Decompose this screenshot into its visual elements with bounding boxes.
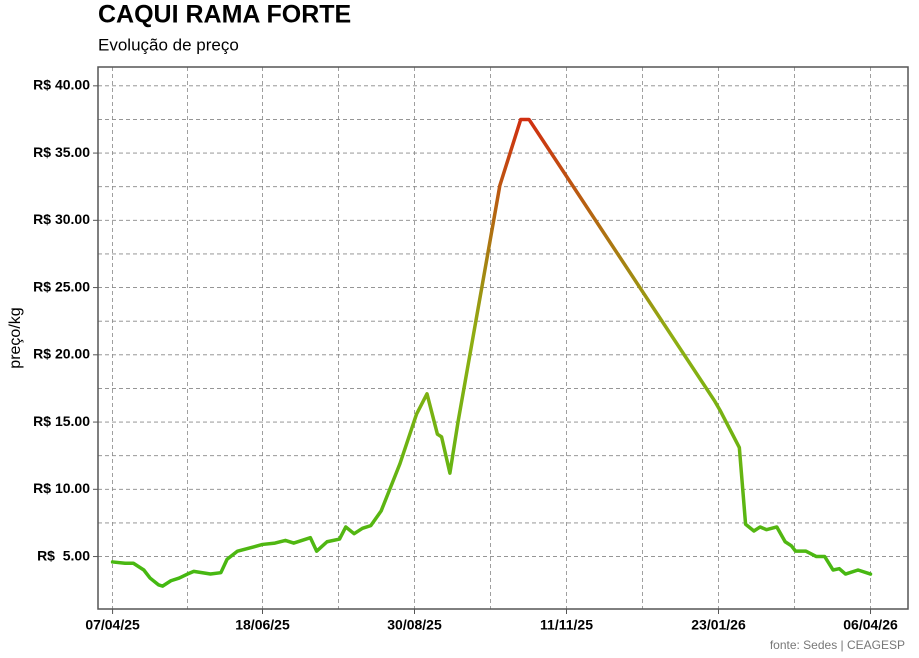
chart-title: CAQUI RAMA FORTE	[98, 1, 351, 29]
y-tick-label: R$ 10.00	[33, 480, 90, 496]
price-line	[110, 117, 873, 588]
y-tick-label: R$ 5.00	[37, 547, 90, 563]
y-axis-label: preço/kg	[7, 307, 24, 368]
chart-subtitle: Evolução de preço	[98, 35, 239, 54]
x-tick-label: 23/01/26	[691, 617, 746, 633]
plot-frame	[97, 66, 909, 610]
y-tick-label: R$ 30.00	[33, 211, 90, 227]
source-note: fonte: Sedes | CEAGESP	[770, 638, 905, 652]
x-tick-label: 06/04/26	[843, 617, 898, 633]
y-tick-label: R$ 35.00	[33, 144, 90, 160]
y-tick-label: R$ 15.00	[33, 413, 90, 429]
y-tick-label: R$ 25.00	[33, 278, 90, 294]
x-tick-label: 11/11/25	[540, 617, 593, 633]
y-tick-label: R$ 40.00	[33, 77, 90, 93]
x-tick-label: 18/06/25	[235, 617, 290, 633]
y-tick-label: R$ 20.00	[33, 346, 90, 362]
x-tick-label: 07/04/25	[85, 617, 140, 633]
x-tick-label: 30/08/25	[387, 617, 442, 633]
